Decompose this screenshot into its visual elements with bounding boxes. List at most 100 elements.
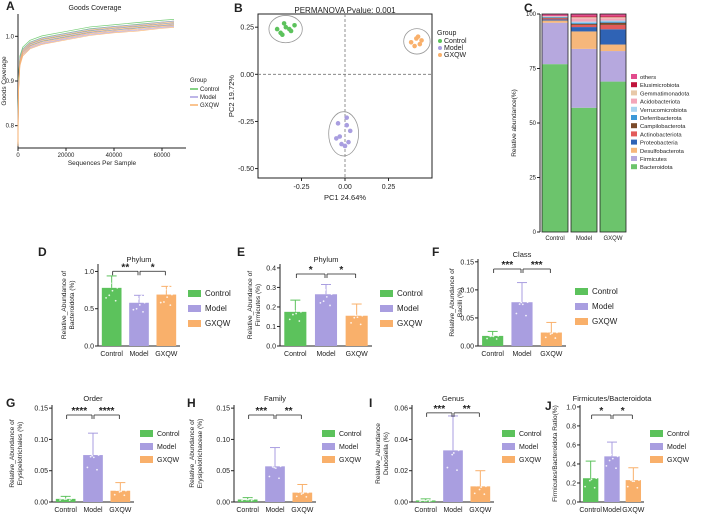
bar-model	[511, 302, 533, 346]
y-tick-label: 0.0	[84, 344, 94, 351]
significance-label: ***	[501, 260, 513, 271]
y-tick-label: 0.06	[394, 406, 408, 413]
stack-segment-desulfobacterota	[600, 44, 626, 52]
stack-segment-acidobacteriota	[600, 18, 626, 21]
x-tick-label-gxqw: GXQW	[155, 351, 178, 358]
y-tick-label-c: 100	[526, 12, 537, 18]
legend-label-c: Gemmatimonadota	[640, 91, 690, 97]
legend-swatch	[188, 290, 201, 297]
x-tick-label-model: Model	[512, 351, 532, 358]
sample-point-control	[419, 500, 421, 503]
significance-label: *	[621, 406, 625, 417]
chart-title-h: Family	[264, 394, 286, 403]
significance-label: **	[121, 262, 129, 273]
stack-segment-firmicutes	[571, 48, 597, 108]
stack-segment-proteobacteria	[600, 29, 626, 45]
legend-swatch	[502, 443, 515, 450]
chart-title-g: Order	[83, 394, 103, 403]
bar-model	[265, 466, 285, 502]
y-tick-label: 0.4	[266, 265, 276, 272]
panel-letter-j: J	[545, 399, 552, 413]
significance-label: *	[151, 262, 155, 273]
y-tick-label: 0.00	[460, 344, 474, 351]
x-tick-label-c: Control	[545, 236, 564, 242]
sample-point-gxqw	[556, 331, 558, 334]
stack-segment-campilobacterota	[571, 23, 597, 25]
sample-point-control	[494, 332, 496, 335]
sample-point-gxqw	[628, 478, 631, 480]
sample-point-control	[113, 276, 115, 279]
legend-swatch-c	[631, 106, 637, 112]
bar-control	[482, 335, 504, 346]
chart-title-j: Firmicutes/Bacteroidota	[573, 394, 653, 403]
sample-point-control	[108, 294, 111, 297]
bar-gxqw	[110, 490, 131, 502]
legend-label-c: Acidobacteriota	[640, 100, 681, 106]
sample-point-gxqw	[544, 336, 547, 339]
legend-swatch-c	[631, 156, 637, 161]
y-axis-label-e: Relative_Abundance of	[247, 271, 254, 339]
y-axis-label-i: Relative_Abundance	[375, 423, 382, 484]
y-tick-label: 0.0	[266, 344, 276, 351]
legend-marker-b	[438, 46, 442, 50]
sample-point-gxqw	[169, 304, 172, 307]
y-tick-label-b: 0.00	[240, 72, 254, 79]
x-axis-label-b: PC1 24.64%	[324, 193, 366, 202]
point-model	[344, 115, 350, 120]
sample-point-gxqw	[117, 489, 119, 492]
sample-point-control	[487, 334, 490, 337]
chart-title-e: Phylum	[313, 255, 338, 264]
panel-letter-d: D	[38, 245, 47, 259]
sample-point-gxqw	[350, 321, 352, 324]
sample-point-gxqw	[630, 479, 632, 482]
bar-model	[314, 294, 338, 346]
legend-swatch	[380, 290, 393, 297]
sample-point-model	[448, 446, 450, 449]
legend-swatch-c	[631, 164, 637, 170]
sample-point-gxqw	[361, 314, 364, 317]
stack-segment-verrucomicrobiota	[600, 20, 626, 22]
sample-point-gxqw	[121, 485, 124, 488]
y-tick-label: 0.05	[216, 468, 230, 475]
significance-label: *	[309, 265, 313, 276]
sample-point-gxqw	[300, 493, 303, 495]
legend-label: GXQW	[397, 319, 423, 328]
stack-segment-others	[542, 14, 568, 16]
y-tick-label-a: 0.9	[6, 79, 15, 85]
sample-point-model	[135, 307, 138, 310]
sample-point-gxqw	[552, 326, 555, 329]
legend-label: Model	[397, 304, 419, 313]
panel-i: I Genus 0.00 0.02 0.04 0.06 Relative_Abundance…	[369, 394, 542, 514]
point-model	[339, 141, 344, 147]
legend-label-a: Model	[200, 95, 216, 101]
sample-point-gxqw	[638, 479, 640, 482]
legend-label-c: Desulfobacterota	[640, 149, 685, 155]
y-tick-label: 0.1	[266, 324, 276, 331]
y-tick-label: 0.6	[566, 442, 576, 449]
bar-model	[83, 455, 103, 502]
y-tick-label: 0.15	[460, 259, 474, 266]
curve-gxqw	[17, 27, 175, 147]
sample-point-model	[142, 310, 144, 313]
sample-point-control	[584, 485, 586, 488]
legend-label: Control	[339, 431, 362, 438]
sample-point-model	[324, 289, 327, 291]
sample-point-gxqw	[159, 301, 162, 304]
y-axis-label-c: Relative abundance(%)	[511, 89, 518, 157]
y-axis-label-j: Firmicutes/Bacteroidota Ratio(%)	[552, 405, 559, 502]
legend-label-c: Actinobacteriota	[640, 132, 682, 138]
sample-point-control	[590, 478, 593, 481]
y-axis-label-f: Bacilli (%)	[457, 288, 464, 317]
sample-point-model	[143, 301, 146, 304]
sample-point-model	[97, 454, 100, 456]
panel-letter-h: H	[187, 396, 196, 410]
bar-gxqw	[345, 315, 368, 346]
legend-label: GXQW	[667, 457, 690, 464]
sample-point-gxqw	[481, 478, 484, 481]
x-tick-label-c: Model	[576, 236, 592, 242]
stack-segment-actinobacteriota	[571, 24, 597, 28]
sample-point-control	[423, 499, 426, 502]
legend-swatch	[188, 320, 201, 327]
y-axis-label-h: Erysipelotrichaceae (%)	[197, 419, 204, 489]
sample-point-model	[451, 453, 454, 456]
